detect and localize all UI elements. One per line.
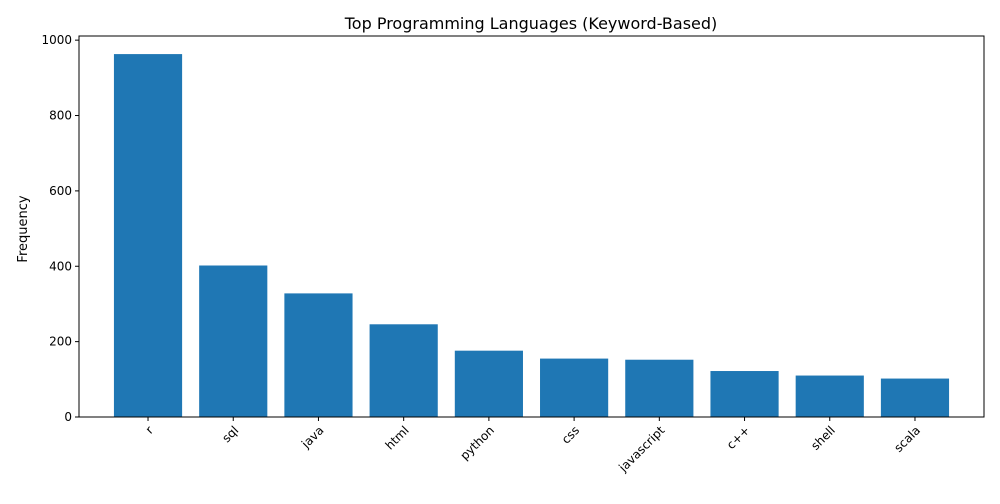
x-tick-label: javascript — [615, 423, 667, 475]
x-tick-label: css — [559, 423, 582, 446]
y-tick-label: 800 — [49, 109, 72, 123]
bar-python — [454, 350, 523, 417]
bar-shell — [795, 375, 864, 417]
y-tick-label: 1000 — [41, 33, 72, 47]
x-tick-label: sql — [219, 423, 241, 445]
chart-title: Top Programming Languages (Keyword-Based… — [344, 14, 718, 33]
x-tick-label: html — [383, 423, 412, 452]
x-tick-label: c++ — [724, 423, 753, 452]
bar-r — [113, 54, 183, 417]
bar-javascript — [625, 359, 694, 417]
bar-html — [369, 324, 438, 417]
x-tick-label: shell — [808, 423, 838, 453]
bar-sql — [199, 265, 268, 417]
x-tick-label: python — [457, 423, 497, 463]
y-tick-label: 0 — [64, 410, 72, 424]
bar-css — [540, 358, 609, 417]
bar-java — [284, 293, 353, 417]
x-tick-label: scala — [891, 423, 923, 455]
bar-c++ — [710, 371, 779, 417]
y-tick-label: 600 — [49, 184, 72, 198]
y-tick-label: 400 — [49, 259, 72, 273]
y-axis-label: Frequency — [16, 195, 31, 262]
bar-scala — [880, 378, 950, 417]
x-tick-label: r — [143, 423, 156, 436]
bars-layer — [113, 54, 950, 417]
plot-frame — [78, 35, 985, 418]
y-axis: 0 200 400 600 800 1000 — [41, 33, 79, 424]
x-tick-label: java — [298, 423, 326, 451]
y-tick-label: 200 — [49, 335, 72, 349]
x-axis: r sql java html python css javascript c++ shell s… — [143, 417, 923, 475]
